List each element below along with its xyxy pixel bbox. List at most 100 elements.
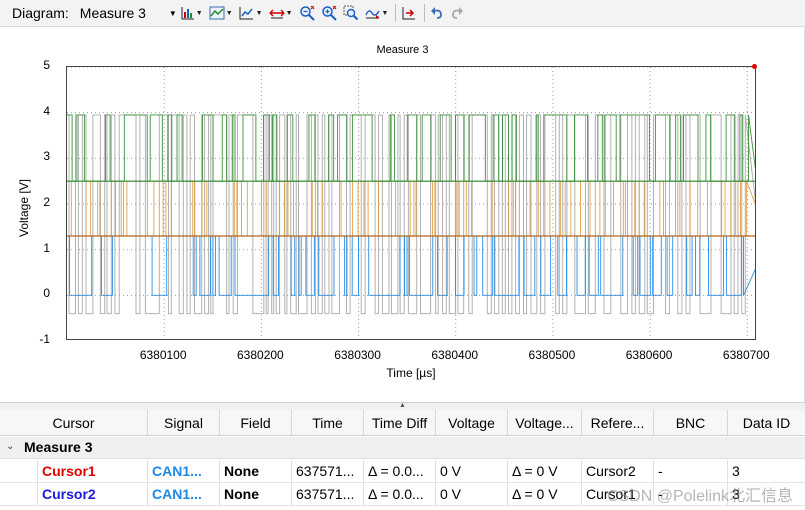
export-button[interactable] — [399, 2, 419, 24]
column-header-field[interactable]: Field — [220, 410, 292, 436]
time-diff-cell: Δ = 0.0... — [364, 460, 436, 483]
column-header-voltage[interactable]: Voltage — [436, 410, 508, 436]
field-cell: None — [220, 483, 292, 506]
bar-chart-button[interactable]: ▼ — [179, 2, 205, 24]
reference-cell: Cursor2 — [582, 460, 654, 483]
signal-trace-4[interactable] — [67, 235, 756, 296]
zoom-in-button[interactable] — [319, 2, 339, 24]
cursor-table: Cursor Signal Field Time Time Diff Volta… — [0, 410, 805, 510]
y-tick-label: 5 — [43, 58, 50, 72]
zoom-region-icon — [343, 5, 358, 21]
signal-shift-button[interactable]: ▼ — [363, 2, 391, 24]
fit-horizontal-icon — [269, 9, 285, 19]
x-tick-label: 6380700 — [722, 348, 770, 362]
y-tick-label: -1 — [39, 332, 50, 346]
toolbar-separator — [424, 4, 426, 22]
voltage-diff-cell: Δ = 0 V — [508, 460, 582, 483]
column-header-bnc[interactable]: BNC — [654, 410, 728, 436]
chart-settings-icon — [239, 7, 253, 20]
signal-shift-icon — [364, 10, 380, 19]
bnc-cell: - — [654, 460, 728, 483]
x-tick-label: 6380500 — [528, 348, 576, 362]
x-tick-label: 6380400 — [431, 348, 479, 362]
undo-button[interactable] — [428, 2, 446, 24]
column-header-cursor[interactable]: Cursor — [0, 410, 148, 436]
tree-indent — [18, 483, 38, 506]
x-tick-label: 6380100 — [139, 348, 187, 362]
y-tick-label: 2 — [43, 195, 50, 209]
chevron-down-icon: ▼ — [255, 9, 263, 17]
bnc-cell: - — [654, 483, 728, 506]
chevron-down-icon: ▼ — [168, 8, 177, 18]
x-tick-label: 6380200 — [237, 348, 284, 362]
chevron-down-icon[interactable]: ⌄ — [6, 441, 15, 452]
diagram-label: Diagram: — [12, 5, 69, 21]
diagram-toolbar: Diagram: Measure 3 ▼ ▼ ▼ ▼ ▼ ▼ — [0, 0, 805, 27]
x-tick-label: 6380600 — [625, 348, 673, 362]
group-row-measure[interactable]: ⌄ Measure 3 — [0, 437, 805, 459]
zoom-out-icon — [299, 5, 315, 21]
y-tick-label: 1 — [43, 240, 50, 255]
line-chart-icon — [209, 6, 225, 20]
signal-trace-1[interactable] — [67, 114, 756, 315]
time-cell: 637571... — [292, 483, 364, 506]
column-header-reference[interactable]: Refere... — [582, 410, 654, 436]
undo-icon — [431, 7, 443, 19]
watermark: CSDN @Polelink北汇信息 — [606, 488, 793, 505]
chevron-down-icon: ▼ — [225, 9, 233, 17]
table-header: Cursor Signal Field Time Time Diff Volta… — [0, 410, 805, 436]
signal-trace-3[interactable] — [67, 180, 756, 237]
zoom-in-icon — [321, 5, 337, 21]
chart-settings-button[interactable]: ▼ — [237, 2, 265, 24]
cursor-name: Cursor2 — [38, 483, 148, 506]
redo-button[interactable] — [448, 2, 466, 24]
chevron-down-icon: ▼ — [285, 9, 293, 17]
voltage-cell: 0 V — [436, 483, 508, 506]
time-cell: 637571... — [292, 460, 364, 483]
reference-cell: Cursor1 — [582, 483, 654, 506]
column-header-time[interactable]: Time — [292, 410, 364, 436]
diagram-chart: Measure 3 Voltage [V] 5 4 3 2 1 0 -1 6380100 63… — [0, 28, 805, 402]
column-header-data-id[interactable]: Data ID — [742, 415, 791, 431]
group-name: Measure 3 — [24, 439, 93, 455]
field-cell: None — [220, 460, 292, 483]
data-id-cell: 3 — [732, 486, 740, 502]
export-icon — [402, 7, 416, 20]
signal-cell: CAN1... — [148, 483, 220, 506]
zoom-out-button[interactable] — [297, 2, 317, 24]
line-chart-button[interactable]: ▼ — [207, 2, 235, 24]
column-header-time-diff[interactable]: Time Diff — [364, 410, 436, 436]
voltage-cell: 0 V — [436, 460, 508, 483]
fit-horizontal-button[interactable]: ▼ — [267, 2, 295, 24]
table-row[interactable]: Cursor1 CAN1... None 637571... Δ = 0.0..… — [0, 460, 805, 483]
bar-chart-icon — [181, 7, 194, 20]
signal-trace-2[interactable] — [67, 114, 756, 182]
voltage-diff-cell: Δ = 0 V — [508, 483, 582, 506]
diagram-select-value: Measure 3 — [79, 5, 146, 21]
chevron-down-icon: ▼ — [381, 9, 389, 17]
panel-splitter[interactable]: ▲ — [0, 402, 805, 410]
y-axis-label: Voltage [V] — [17, 178, 31, 238]
y-tick-label: 0 — [43, 286, 50, 301]
plot-area[interactable] — [66, 66, 756, 340]
end-marker — [752, 64, 757, 69]
y-tick-label: 4 — [43, 103, 50, 118]
diagram-select[interactable]: Measure 3 ▼ — [77, 2, 179, 24]
column-header-signal[interactable]: Signal — [148, 410, 220, 436]
redo-icon — [452, 7, 464, 19]
toolbar-separator — [395, 4, 397, 22]
x-tick-label: 6380300 — [334, 348, 381, 362]
table-row[interactable]: Cursor2 CAN1... None 637571... Δ = 0.0..… — [0, 483, 805, 506]
time-diff-cell: Δ = 0.0... — [364, 483, 436, 506]
signal-cell: CAN1... — [148, 460, 220, 483]
zoom-region-button[interactable] — [341, 2, 361, 24]
chevron-down-icon: ▼ — [195, 9, 203, 17]
cursor-name: Cursor1 — [38, 460, 148, 483]
y-tick-label: 3 — [43, 149, 50, 164]
data-id-cell: 3 — [732, 463, 740, 479]
tree-indent — [18, 460, 38, 483]
x-axis-label: Time [µs] — [386, 366, 436, 380]
waveform-plot[interactable] — [67, 67, 756, 340]
chart-title: Measure 3 — [376, 44, 429, 56]
column-header-voltage-diff[interactable]: Voltage... — [508, 410, 582, 436]
